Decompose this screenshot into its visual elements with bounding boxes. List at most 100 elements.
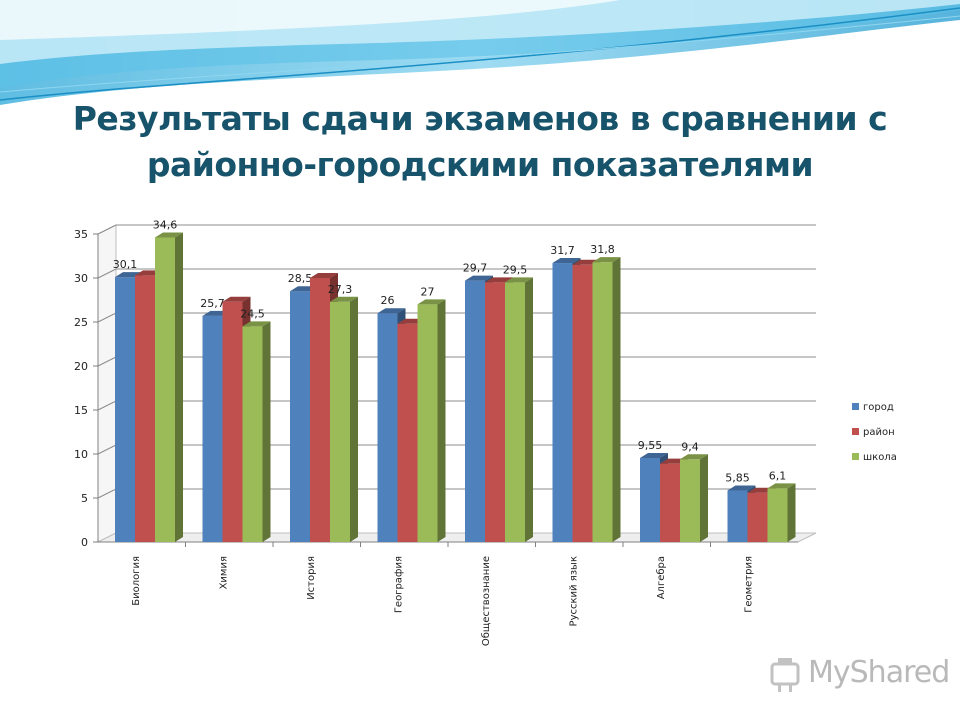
bar-top	[640, 452, 668, 458]
data-label: 29,7	[463, 262, 488, 275]
bar	[485, 282, 505, 542]
bar	[680, 459, 700, 542]
bar	[397, 323, 418, 542]
bar	[155, 237, 175, 542]
bar-side	[437, 299, 446, 542]
x-category-label: Русский язык	[568, 556, 579, 626]
data-label: 28,5	[288, 272, 313, 285]
bar	[505, 282, 525, 542]
bar	[767, 488, 788, 542]
data-label: 6,1	[769, 469, 787, 482]
bar	[592, 262, 613, 542]
data-label: 27,3	[328, 283, 353, 296]
bar-top	[592, 257, 621, 263]
header-wave-decoration	[0, 0, 960, 105]
bar	[242, 326, 263, 542]
data-label: 25,7	[200, 297, 225, 310]
bar-top	[465, 275, 493, 281]
bar	[552, 263, 573, 542]
bar-top	[330, 296, 358, 302]
bar-side	[787, 483, 796, 542]
bar-top	[417, 299, 446, 305]
y-tick-label: 5	[81, 492, 88, 505]
gridline-diagonal	[97, 400, 117, 411]
bar	[135, 275, 155, 542]
bar	[330, 301, 350, 542]
bar	[572, 264, 593, 542]
x-category-label: История	[306, 556, 317, 600]
y-tick-label: 10	[74, 448, 88, 461]
y-tick-label: 35	[74, 228, 88, 241]
y-tick-label: 30	[74, 272, 88, 285]
bar	[640, 457, 660, 542]
chart-side-wall	[97, 224, 117, 543]
legend-swatch	[852, 403, 859, 410]
data-label: 26	[381, 294, 395, 307]
bar	[465, 280, 485, 542]
data-label: 31,8	[590, 243, 615, 256]
bar-side	[262, 321, 271, 542]
legend-swatch	[852, 428, 859, 435]
data-label: 9,4	[681, 440, 699, 453]
bar	[747, 492, 768, 542]
bar	[310, 278, 330, 542]
bar-top	[505, 277, 533, 283]
myshared-logo-icon	[770, 658, 800, 692]
bar-top	[155, 232, 183, 238]
y-tick-label: 0	[81, 536, 88, 549]
x-category-label: Химия	[218, 556, 229, 589]
legend-label: школа	[863, 452, 897, 463]
bar-top	[727, 485, 756, 491]
slide-title-line-1: Результаты сдачи экзаменов в сравнении с	[72, 99, 888, 138]
data-label: 27	[421, 285, 435, 298]
bar	[417, 304, 438, 542]
data-label: 31,7	[550, 244, 575, 257]
bar-side	[700, 454, 708, 542]
bar-side	[175, 232, 183, 542]
gridline-diagonal	[97, 268, 117, 279]
bar	[202, 315, 223, 542]
bar-side	[350, 296, 358, 542]
bar	[377, 313, 398, 542]
bar-side	[525, 277, 533, 542]
bar	[727, 490, 748, 542]
gridline-diagonal	[97, 356, 117, 367]
bar	[660, 463, 680, 542]
bar-top	[377, 308, 406, 314]
slide-title: Результаты сдачи экзаменов в сравнении с…	[40, 96, 920, 188]
x-category-label: География	[393, 556, 404, 613]
gridline-diagonal	[97, 488, 117, 499]
gridline-diagonal	[97, 444, 117, 455]
bar-top	[310, 273, 338, 278]
slide-title-line-2: районно-городскими показателями	[146, 145, 814, 184]
y-tick-label: 25	[74, 316, 88, 329]
gridline-diagonal	[97, 312, 117, 323]
y-tick-label: 20	[74, 360, 88, 373]
bar-top	[485, 277, 513, 283]
bar	[222, 301, 243, 542]
data-label: 30,1	[113, 258, 138, 271]
bar-top	[680, 454, 708, 460]
data-label: 34,6	[153, 219, 178, 232]
x-category-label: Алгебра	[656, 556, 667, 599]
watermark-text: MyShared	[808, 655, 950, 690]
x-category-label: Геометрия	[743, 556, 754, 613]
gridline-diagonal	[97, 224, 117, 235]
bar-top	[242, 321, 271, 327]
data-label: 5,85	[725, 472, 750, 485]
data-label: 24,5	[240, 307, 265, 320]
data-label: 29,5	[503, 263, 528, 276]
bar	[115, 277, 135, 542]
data-label: 9,55	[638, 439, 663, 452]
bar-top	[222, 296, 251, 302]
legend-label: район	[863, 427, 895, 438]
y-tick-label: 15	[74, 404, 88, 417]
x-category-label: Обществознание	[481, 556, 492, 646]
bar	[290, 291, 310, 542]
legend-swatch	[852, 453, 859, 460]
bar-side	[612, 257, 621, 542]
bar-top	[552, 258, 581, 264]
x-category-label: Биология	[131, 556, 142, 606]
legend-label: город	[863, 402, 894, 413]
